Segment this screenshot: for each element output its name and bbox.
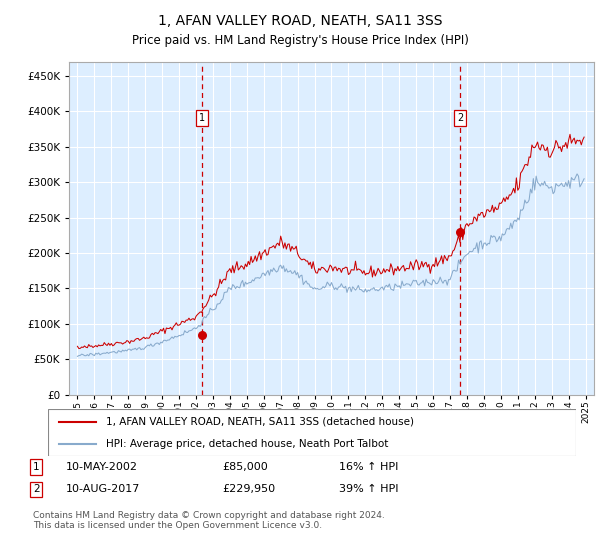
Text: 1, AFAN VALLEY ROAD, NEATH, SA11 3SS: 1, AFAN VALLEY ROAD, NEATH, SA11 3SS [158,14,442,28]
Text: Price paid vs. HM Land Registry's House Price Index (HPI): Price paid vs. HM Land Registry's House … [131,34,469,46]
Text: £85,000: £85,000 [222,462,268,472]
Text: 2: 2 [457,113,464,123]
Text: £229,950: £229,950 [222,484,275,494]
Text: 2: 2 [33,484,40,494]
Point [455,227,465,236]
Text: 16% ↑ HPI: 16% ↑ HPI [339,462,398,472]
Text: 10-AUG-2017: 10-AUG-2017 [66,484,140,494]
Text: 10-MAY-2002: 10-MAY-2002 [66,462,138,472]
Text: HPI: Average price, detached house, Neath Port Talbot: HPI: Average price, detached house, Neat… [106,438,388,449]
Text: Contains HM Land Registry data © Crown copyright and database right 2024.
This d: Contains HM Land Registry data © Crown c… [33,511,385,530]
Point [197,330,207,339]
Text: 1: 1 [199,113,205,123]
FancyBboxPatch shape [48,409,576,456]
Text: 39% ↑ HPI: 39% ↑ HPI [339,484,398,494]
Text: 1: 1 [33,462,40,472]
Text: 1, AFAN VALLEY ROAD, NEATH, SA11 3SS (detached house): 1, AFAN VALLEY ROAD, NEATH, SA11 3SS (de… [106,417,414,427]
